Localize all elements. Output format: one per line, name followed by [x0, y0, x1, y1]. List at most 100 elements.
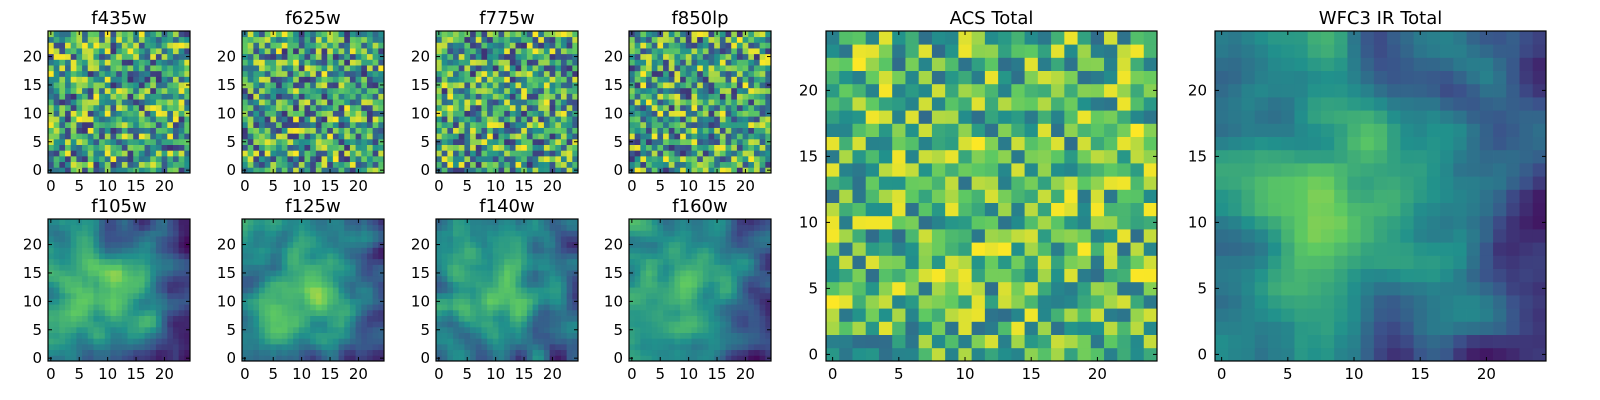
- heatmap-cell: [327, 247, 334, 254]
- heatmap-cell: [436, 275, 443, 282]
- axes-frame: [47, 218, 191, 362]
- heatmap-cell: [104, 144, 111, 151]
- heatmap-cell: [264, 36, 271, 43]
- heatmap-cell: [355, 48, 362, 55]
- heatmap-cell: [458, 326, 465, 333]
- heatmap-cell: [640, 287, 647, 294]
- heatmap-cell: [332, 93, 339, 100]
- heatmap-cell: [344, 281, 351, 288]
- heatmap-cell: [702, 70, 709, 77]
- heatmap-cell: [167, 133, 174, 140]
- heatmap-cell: [287, 230, 294, 237]
- heatmap-cell: [127, 258, 134, 265]
- heatmap-cell: [178, 42, 185, 49]
- heatmap-cell: [304, 343, 311, 351]
- heatmap-cell: [481, 275, 488, 282]
- heatmap-cell: [133, 53, 140, 60]
- heatmap-cell: [765, 65, 772, 72]
- heatmap-cell: [172, 104, 180, 111]
- heatmap-cell: [464, 138, 471, 145]
- heatmap-cell: [487, 219, 494, 226]
- heatmap-cell: [640, 42, 647, 49]
- heatmap-cell: [759, 161, 766, 168]
- heatmap-cell: [150, 224, 157, 231]
- heatmap-cell: [526, 309, 533, 316]
- heatmap-cell: [338, 76, 345, 83]
- heatmap-cell: [372, 298, 379, 305]
- heatmap-cell: [327, 161, 334, 168]
- heatmap-cell: [691, 298, 698, 305]
- heatmap-cell: [184, 253, 191, 260]
- heatmap-cell: [116, 264, 123, 271]
- heatmap-cell: [475, 110, 482, 117]
- heatmap-cell: [560, 343, 568, 351]
- heatmap-cell: [315, 349, 322, 356]
- heatmap-cell: [127, 275, 134, 282]
- heatmap-cell: [441, 36, 448, 43]
- heatmap-cell: [144, 258, 151, 265]
- heatmap-cell: [315, 275, 322, 282]
- heatmap-cell: [481, 343, 488, 351]
- heatmap-cell: [498, 315, 505, 322]
- heatmap-cell: [270, 150, 277, 157]
- heatmap-cell: [87, 104, 94, 111]
- heatmap-cell: [725, 104, 732, 111]
- heatmap-cell: [753, 110, 761, 117]
- heatmap-cell: [475, 315, 482, 322]
- heatmap-cell: [259, 53, 266, 60]
- heatmap-cell: [509, 150, 516, 157]
- heatmap-cell: [634, 332, 641, 339]
- heatmap-cell: [504, 48, 511, 55]
- heatmap-cell: [349, 167, 356, 174]
- heatmap-cell: [697, 338, 704, 345]
- heatmap-cell: [104, 65, 111, 72]
- heatmap-cell: [144, 121, 151, 128]
- heatmap-cell: [498, 82, 505, 89]
- heatmap-cell: [736, 121, 743, 128]
- heatmap-cell: [310, 241, 317, 248]
- heatmap-cell: [76, 281, 83, 288]
- heatmap-cell: [298, 59, 305, 66]
- heatmap-cell: [310, 53, 317, 60]
- heatmap-cell: [538, 326, 545, 333]
- heatmap-cell: [487, 264, 494, 271]
- heatmap-cell: [270, 138, 277, 145]
- heatmap-cell: [521, 292, 528, 299]
- heatmap-cell: [242, 332, 249, 339]
- heatmap-cell: [475, 292, 482, 299]
- heatmap-cell: [184, 93, 191, 100]
- heatmap-cell: [640, 133, 647, 140]
- heatmap-cell: [104, 36, 111, 43]
- heatmap-cell: [458, 343, 465, 351]
- heatmap-cell: [287, 161, 294, 168]
- heatmap-cell: [640, 93, 647, 100]
- x-tick-label: 0: [240, 365, 250, 383]
- heatmap-cell: [453, 304, 460, 311]
- heatmap-cell: [116, 315, 123, 322]
- heatmap-cell: [355, 292, 362, 299]
- heatmap-cell: [515, 150, 522, 157]
- heatmap-cell: [526, 253, 533, 260]
- heatmap-cell: [59, 253, 66, 260]
- heatmap-cell: [332, 236, 339, 243]
- heatmap-cell: [668, 167, 675, 174]
- heatmap-cell: [144, 127, 151, 134]
- heatmap-cell: [765, 275, 772, 282]
- heatmap-cell: [640, 292, 647, 299]
- heatmap-cell: [447, 281, 454, 288]
- heatmap-cell: [304, 349, 311, 356]
- heatmap-cell: [475, 48, 482, 55]
- heatmap-cell: [708, 31, 715, 38]
- heatmap-cell: [264, 292, 271, 299]
- heatmap-cell: [48, 76, 55, 83]
- heatmap-cell: [161, 264, 168, 271]
- heatmap-cell: [298, 230, 305, 237]
- heatmap-cell: [332, 315, 339, 322]
- heatmap-cell: [509, 104, 516, 111]
- heatmap-cell: [702, 116, 709, 123]
- y-tick-label: 15: [411, 264, 430, 282]
- heatmap-cell: [276, 247, 283, 254]
- heatmap-cell: [293, 343, 300, 351]
- heatmap-cell: [663, 99, 670, 106]
- heatmap-cell: [470, 219, 477, 226]
